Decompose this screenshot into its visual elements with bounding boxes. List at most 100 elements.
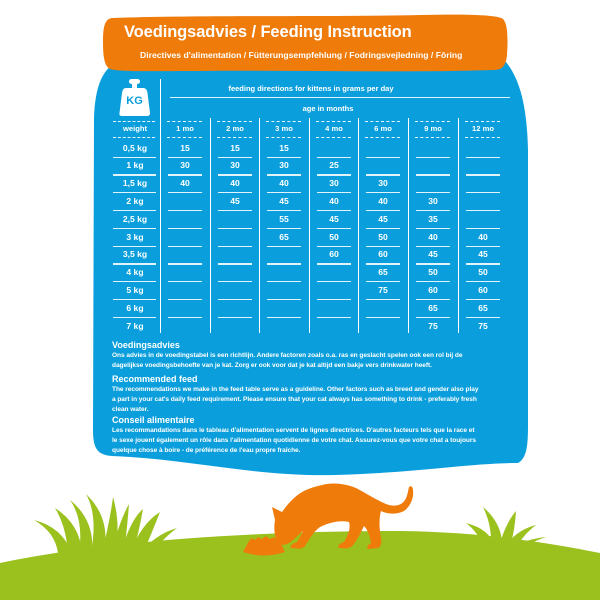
- row-divider: [317, 245, 351, 247]
- row-divider: [317, 263, 351, 265]
- row-divider: [416, 245, 450, 247]
- row-divider: [317, 316, 351, 319]
- amount-cell: 40: [180, 178, 190, 189]
- page-subtitle: Directives d'alimentation / Fütterungsem…: [140, 50, 463, 60]
- row-divider: [317, 227, 351, 230]
- row-divider: [416, 298, 450, 301]
- row-divider: [416, 174, 450, 176]
- age-column-header: 1 mo: [176, 124, 194, 133]
- row-divider: [113, 263, 156, 265]
- amount-cell: 75: [378, 284, 388, 295]
- amount-cell: 40: [478, 231, 488, 242]
- row-divider: [416, 316, 450, 319]
- row-divider: [317, 192, 351, 194]
- weight-column-header: weight: [122, 124, 148, 133]
- row-divider: [366, 192, 400, 194]
- amount-cell: 40: [329, 195, 339, 206]
- age-column-header: 2 mo: [226, 124, 244, 133]
- row-divider: [466, 298, 500, 301]
- caption-divider: [170, 97, 510, 99]
- food-bowl-icon: [243, 536, 285, 556]
- row-divider: [267, 263, 301, 265]
- row-divider: [267, 209, 301, 212]
- note-heading: Recommended feed: [112, 374, 198, 384]
- note-text-line: clean water.: [112, 405, 149, 413]
- row-divider: [168, 263, 202, 265]
- column-separator: [407, 118, 409, 333]
- amount-cell: 15: [180, 142, 190, 153]
- row-divider: [466, 227, 500, 230]
- row-divider: [466, 174, 500, 176]
- age-column-header: 9 mo: [424, 124, 442, 133]
- amount-cell: 15: [230, 142, 240, 153]
- note-text-line: dagelijkse voedingsbehoefte van je kat. …: [112, 361, 432, 369]
- row-divider: [168, 174, 202, 176]
- amount-cell: 45: [478, 249, 488, 260]
- page-title: Voedingsadvies / Feeding Instruction: [124, 23, 412, 41]
- column-separator: [209, 118, 211, 333]
- kg-icon-label: KG: [126, 95, 143, 107]
- amount-cell: 45: [329, 213, 339, 224]
- amount-cell: 75: [478, 320, 488, 331]
- row-divider: [218, 192, 252, 194]
- amount-cell: 45: [230, 195, 240, 206]
- amount-cell: 50: [329, 231, 339, 242]
- row-divider: [416, 227, 450, 230]
- row-divider: [267, 281, 301, 283]
- amount-cell: 50: [478, 267, 488, 278]
- header-dash-top: [217, 121, 252, 122]
- row-divider: [366, 156, 400, 158]
- row-divider: [113, 192, 156, 194]
- row-divider: [113, 316, 156, 319]
- column-separator: [308, 118, 310, 333]
- orange-banner: [103, 14, 508, 72]
- amount-cell: 30: [180, 160, 190, 171]
- weight-cell: 2 kg: [126, 195, 144, 206]
- column-separator: [357, 118, 359, 333]
- row-divider: [168, 156, 202, 158]
- row-divider: [218, 281, 252, 283]
- row-divider: [267, 192, 301, 194]
- amount-cell: 75: [428, 320, 438, 331]
- row-divider: [366, 209, 400, 212]
- row-divider: [416, 281, 450, 283]
- note-text-line: Ons advies in de voedingstabel is een ri…: [112, 352, 463, 359]
- row-divider: [317, 298, 351, 301]
- row-divider: [113, 156, 156, 158]
- row-divider: [267, 316, 301, 319]
- amount-cell: 30: [329, 178, 339, 189]
- row-divider: [317, 156, 351, 158]
- amount-cell: 30: [378, 178, 388, 189]
- row-divider: [366, 245, 400, 247]
- row-divider: [168, 192, 202, 194]
- row-divider: [168, 245, 202, 247]
- row-divider: [317, 174, 351, 176]
- row-divider: [113, 227, 156, 230]
- kg-weight-icon: [119, 79, 150, 116]
- row-divider: [366, 316, 400, 319]
- header-dash-top: [266, 121, 301, 122]
- amount-cell: 40: [378, 195, 388, 206]
- note-heading: Conseil alimentaire: [112, 415, 195, 425]
- note-text-line: Les recommandations dans le tableau d'al…: [112, 427, 475, 434]
- blue-panel: [93, 62, 528, 476]
- row-divider: [168, 227, 202, 230]
- table-main-separator: [159, 79, 161, 333]
- amount-cell: 65: [478, 302, 488, 313]
- row-divider: [466, 209, 500, 212]
- row-divider: [466, 156, 500, 158]
- amount-cell: 35: [428, 213, 438, 224]
- age-column-header: 4 mo: [325, 124, 343, 133]
- weight-cell: 2,5 kg: [122, 213, 148, 224]
- note-text-line: quelque chose à boire - de préférence de…: [112, 446, 301, 454]
- amount-cell: 30: [428, 195, 438, 206]
- amount-cell: 65: [378, 267, 388, 278]
- amount-cell: 40: [230, 178, 240, 189]
- weight-cell: 1 kg: [126, 160, 144, 171]
- header-dash-bottom: [415, 137, 450, 138]
- age-column-header: 6 mo: [374, 124, 392, 133]
- header-dash-top: [415, 121, 450, 122]
- cat-silhouette: [272, 483, 414, 549]
- amount-cell: 15: [279, 142, 289, 153]
